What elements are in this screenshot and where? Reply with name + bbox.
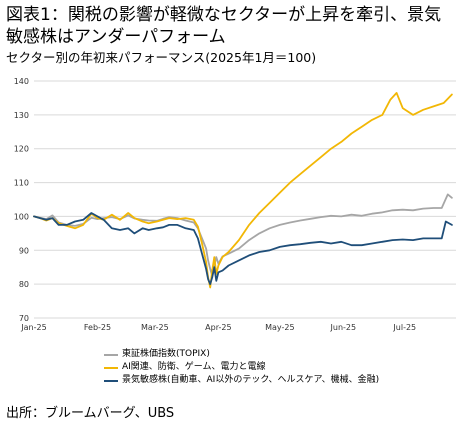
legend-item-topix: 東証株価指数(TOPIX) — [104, 348, 379, 361]
x-tick-label-0: Jan-25 — [20, 323, 46, 332]
y-tick-label-90: 90 — [19, 246, 29, 255]
legend: 東証株価指数(TOPIX) AI関連、防衛、ゲーム、電力と電線 景気敏感株(自動… — [104, 348, 379, 387]
x-tick-label-2: Mar-25 — [141, 323, 169, 332]
source-note: 出所：ブルームバーグ、UBS — [6, 406, 175, 421]
y-tick-label-100: 100 — [14, 212, 29, 221]
y-tick-label-130: 130 — [14, 111, 29, 120]
legend-swatch-topix — [104, 353, 118, 356]
y-axis-ticks: 70 80 90 100 110 120 130 140 — [14, 77, 29, 323]
legend-label-topix: 東証株価指数(TOPIX) — [122, 349, 210, 359]
chart-subtitle: セクター別の年初来パフォーマンス(2025年1月＝100) — [6, 50, 317, 65]
legend-swatch-cyclical — [104, 379, 118, 382]
y-tick-label-120: 120 — [14, 145, 29, 154]
y-tick-label-140: 140 — [14, 77, 29, 86]
x-axis-ticks: Jan-25 Feb-25 Mar-25 Apr-25 May-25 Jun-25 Jul-… — [20, 323, 416, 332]
x-tick-label-3: Apr-25 — [205, 323, 231, 332]
x-tick-label-1: Feb-25 — [84, 323, 111, 332]
chart-title: 図表1：関税の影響が軽微なセクターが上昇を牽引、景気敏感株はアンダーパフォーム — [6, 5, 442, 47]
legend-swatch-ai — [104, 366, 118, 369]
x-tick-label-5: Jun-25 — [330, 323, 357, 332]
legend-item-ai: AI関連、防衛、ゲーム、電力と電線 — [104, 361, 379, 374]
y-tick-label-70: 70 — [19, 314, 29, 323]
grid-layer — [34, 80, 456, 319]
series-line-cyclical — [33, 212, 453, 286]
series-line-ai — [33, 92, 453, 289]
y-tick-label-110: 110 — [14, 179, 29, 188]
x-tick-label-4: May-25 — [265, 323, 294, 332]
x-tick-label-6: Jul-25 — [392, 323, 416, 332]
legend-label-ai: AI関連、防衛、ゲーム、電力と電線 — [122, 362, 266, 372]
legend-label-cyclical: 景気敏感株(自動車、AI以外のテック、ヘルスケア、機械、金融) — [122, 375, 380, 385]
legend-item-cyclical: 景気敏感株(自動車、AI以外のテック、ヘルスケア、機械、金融) — [104, 374, 379, 387]
series-layer — [33, 92, 453, 289]
y-tick-label-80: 80 — [19, 280, 29, 289]
